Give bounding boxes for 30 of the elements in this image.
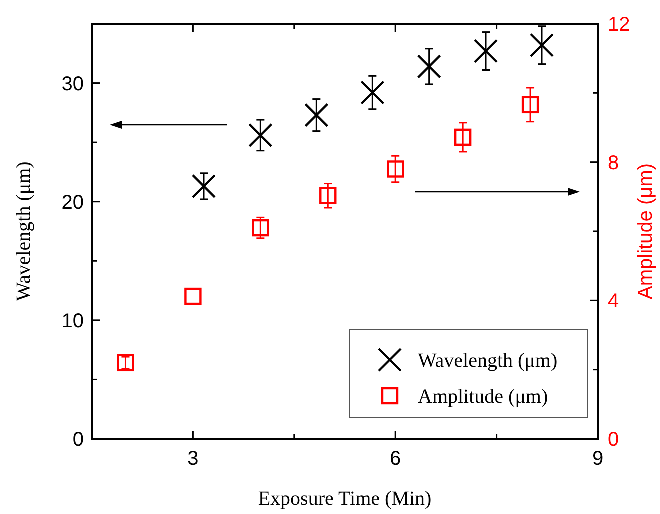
y2-tick-label: 12 — [608, 14, 630, 36]
y2-tick-label: 0 — [608, 429, 620, 451]
point — [360, 80, 385, 105]
point — [522, 96, 540, 114]
y-tick-label: 0 — [72, 429, 84, 451]
point — [454, 128, 472, 146]
point — [530, 33, 554, 58]
y2-tick-label: 8 — [608, 152, 620, 174]
x-tick-label: 6 — [390, 448, 402, 470]
y2-axis-title: Amplitude (μm) — [635, 164, 657, 300]
point — [304, 103, 329, 128]
legend-label: Amplitude (μm) — [418, 386, 548, 408]
point — [387, 160, 404, 178]
x-tick-label: 9 — [592, 448, 604, 470]
point — [117, 354, 134, 372]
point — [252, 219, 270, 237]
x-axis-title: Exposure Time (Min) — [258, 488, 432, 510]
point — [320, 187, 337, 204]
point — [248, 123, 273, 148]
y2-tick-label: 4 — [608, 290, 620, 313]
legend-label: Wavelength (μm) — [418, 350, 558, 372]
y-tick-label: 10 — [62, 310, 84, 332]
point — [192, 174, 216, 199]
y-tick-label: 20 — [62, 192, 84, 214]
x-tick-label: 3 — [188, 448, 199, 470]
y-tick-label: 30 — [62, 73, 84, 96]
point — [184, 288, 202, 306]
point — [474, 39, 498, 64]
point — [417, 54, 442, 79]
y-axis-title: Wavelength (μm) — [13, 162, 35, 302]
